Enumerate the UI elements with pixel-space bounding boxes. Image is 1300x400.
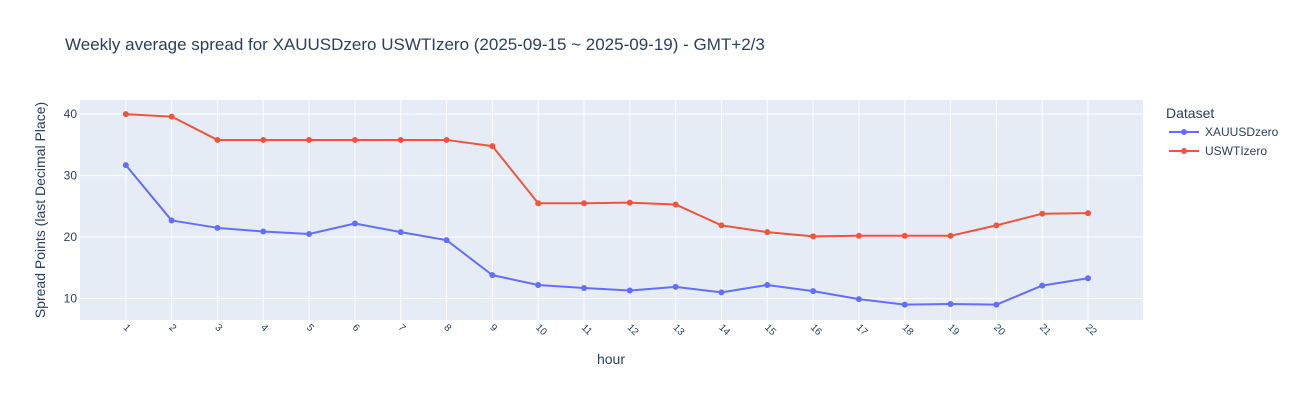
data-point[interactable] <box>993 222 1000 229</box>
data-point[interactable] <box>306 136 313 143</box>
data-point[interactable] <box>443 237 450 244</box>
y-axis-title: Spread Points (last Decimal Place) <box>32 102 48 318</box>
legend-item-xauusdzero[interactable]: XAUUSDzero <box>1169 125 1279 139</box>
data-point[interactable] <box>901 301 908 308</box>
y-tick-label: 10 <box>64 291 78 305</box>
y-tick-label: 20 <box>64 230 78 244</box>
y-axis-ticks: 10 20 30 40 <box>64 107 78 305</box>
legend-marker-swatch <box>1181 129 1187 135</box>
data-point[interactable] <box>1085 210 1092 217</box>
data-point[interactable] <box>260 136 267 143</box>
series-line <box>125 164 1089 306</box>
data-point[interactable] <box>351 220 358 227</box>
data-point[interactable] <box>214 136 221 143</box>
x-axis-title: hour <box>597 351 625 367</box>
data-point[interactable] <box>810 233 817 240</box>
data-point[interactable] <box>489 272 496 279</box>
chart-title: Weekly average spread for XAUUSDzero USW… <box>65 35 765 54</box>
data-point[interactable] <box>993 301 1000 308</box>
data-point[interactable] <box>626 199 633 206</box>
series-xauusdzero[interactable] <box>122 162 1092 308</box>
y-tick-label: 40 <box>64 107 78 121</box>
data-point[interactable] <box>397 229 404 236</box>
data-point[interactable] <box>122 162 129 169</box>
data-point[interactable] <box>1085 275 1092 282</box>
data-point[interactable] <box>168 113 175 120</box>
legend[interactable]: Dataset XAUUSDzero USWTIzero <box>1166 105 1279 158</box>
data-point[interactable] <box>581 200 588 207</box>
data-point[interactable] <box>535 200 542 207</box>
series-uswtizero[interactable] <box>122 111 1092 240</box>
series-line <box>125 113 1089 238</box>
legend-label: XAUUSDzero <box>1205 125 1279 139</box>
data-point[interactable] <box>901 232 908 239</box>
legend-label: USWTIzero <box>1205 144 1267 158</box>
y-tick-label: 30 <box>64 169 78 183</box>
data-point[interactable] <box>718 289 725 296</box>
data-point[interactable] <box>1039 210 1046 217</box>
data-point[interactable] <box>168 217 175 224</box>
data-point[interactable] <box>672 283 679 290</box>
data-point[interactable] <box>122 111 129 118</box>
data-point[interactable] <box>489 143 496 150</box>
data-point[interactable] <box>351 136 358 143</box>
data-point[interactable] <box>1039 282 1046 289</box>
data-point[interactable] <box>626 287 633 294</box>
data-point[interactable] <box>214 224 221 231</box>
data-point[interactable] <box>764 229 771 236</box>
data-point[interactable] <box>810 288 817 295</box>
data-point[interactable] <box>443 136 450 143</box>
data-point[interactable] <box>397 136 404 143</box>
data-point[interactable] <box>306 230 313 237</box>
data-point[interactable] <box>535 281 542 288</box>
legend-item-uswtizero[interactable]: USWTIzero <box>1169 144 1267 158</box>
data-point[interactable] <box>855 296 862 303</box>
data-point[interactable] <box>947 232 954 239</box>
legend-title: Dataset <box>1166 105 1214 121</box>
data-point[interactable] <box>718 222 725 229</box>
legend-marker-swatch <box>1181 148 1187 154</box>
data-point[interactable] <box>764 281 771 288</box>
data-point[interactable] <box>581 285 588 292</box>
data-point[interactable] <box>855 232 862 239</box>
series-layer <box>122 111 1092 308</box>
data-point[interactable] <box>672 201 679 208</box>
plot-area <box>80 100 1143 320</box>
grid-layer <box>80 100 1143 320</box>
data-point[interactable] <box>947 301 954 308</box>
data-point[interactable] <box>260 228 267 235</box>
legend-items[interactable]: XAUUSDzero USWTIzero <box>1169 125 1279 158</box>
